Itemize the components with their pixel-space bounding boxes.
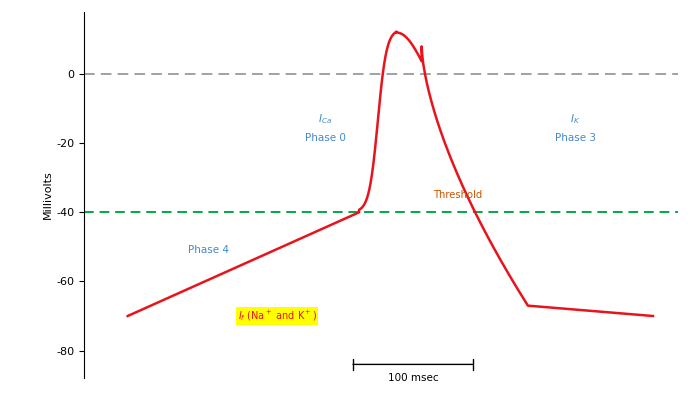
Text: Phase 0: Phase 0 [305, 133, 346, 143]
Text: Phase 4: Phase 4 [188, 245, 229, 255]
Text: $\it{I}_f$ (Na$^+$ and K$^+$): $\it{I}_f$ (Na$^+$ and K$^+$) [238, 309, 317, 323]
Text: Threshold: Threshold [433, 190, 482, 200]
Text: $\it{I}_{Ca}$: $\it{I}_{Ca}$ [318, 112, 332, 126]
Text: Phase 3: Phase 3 [555, 133, 596, 143]
Text: 100 msec: 100 msec [387, 373, 438, 383]
Text: $\it{I}_{K}$: $\it{I}_{K}$ [570, 112, 581, 126]
Y-axis label: Millivolts: Millivolts [43, 171, 53, 219]
